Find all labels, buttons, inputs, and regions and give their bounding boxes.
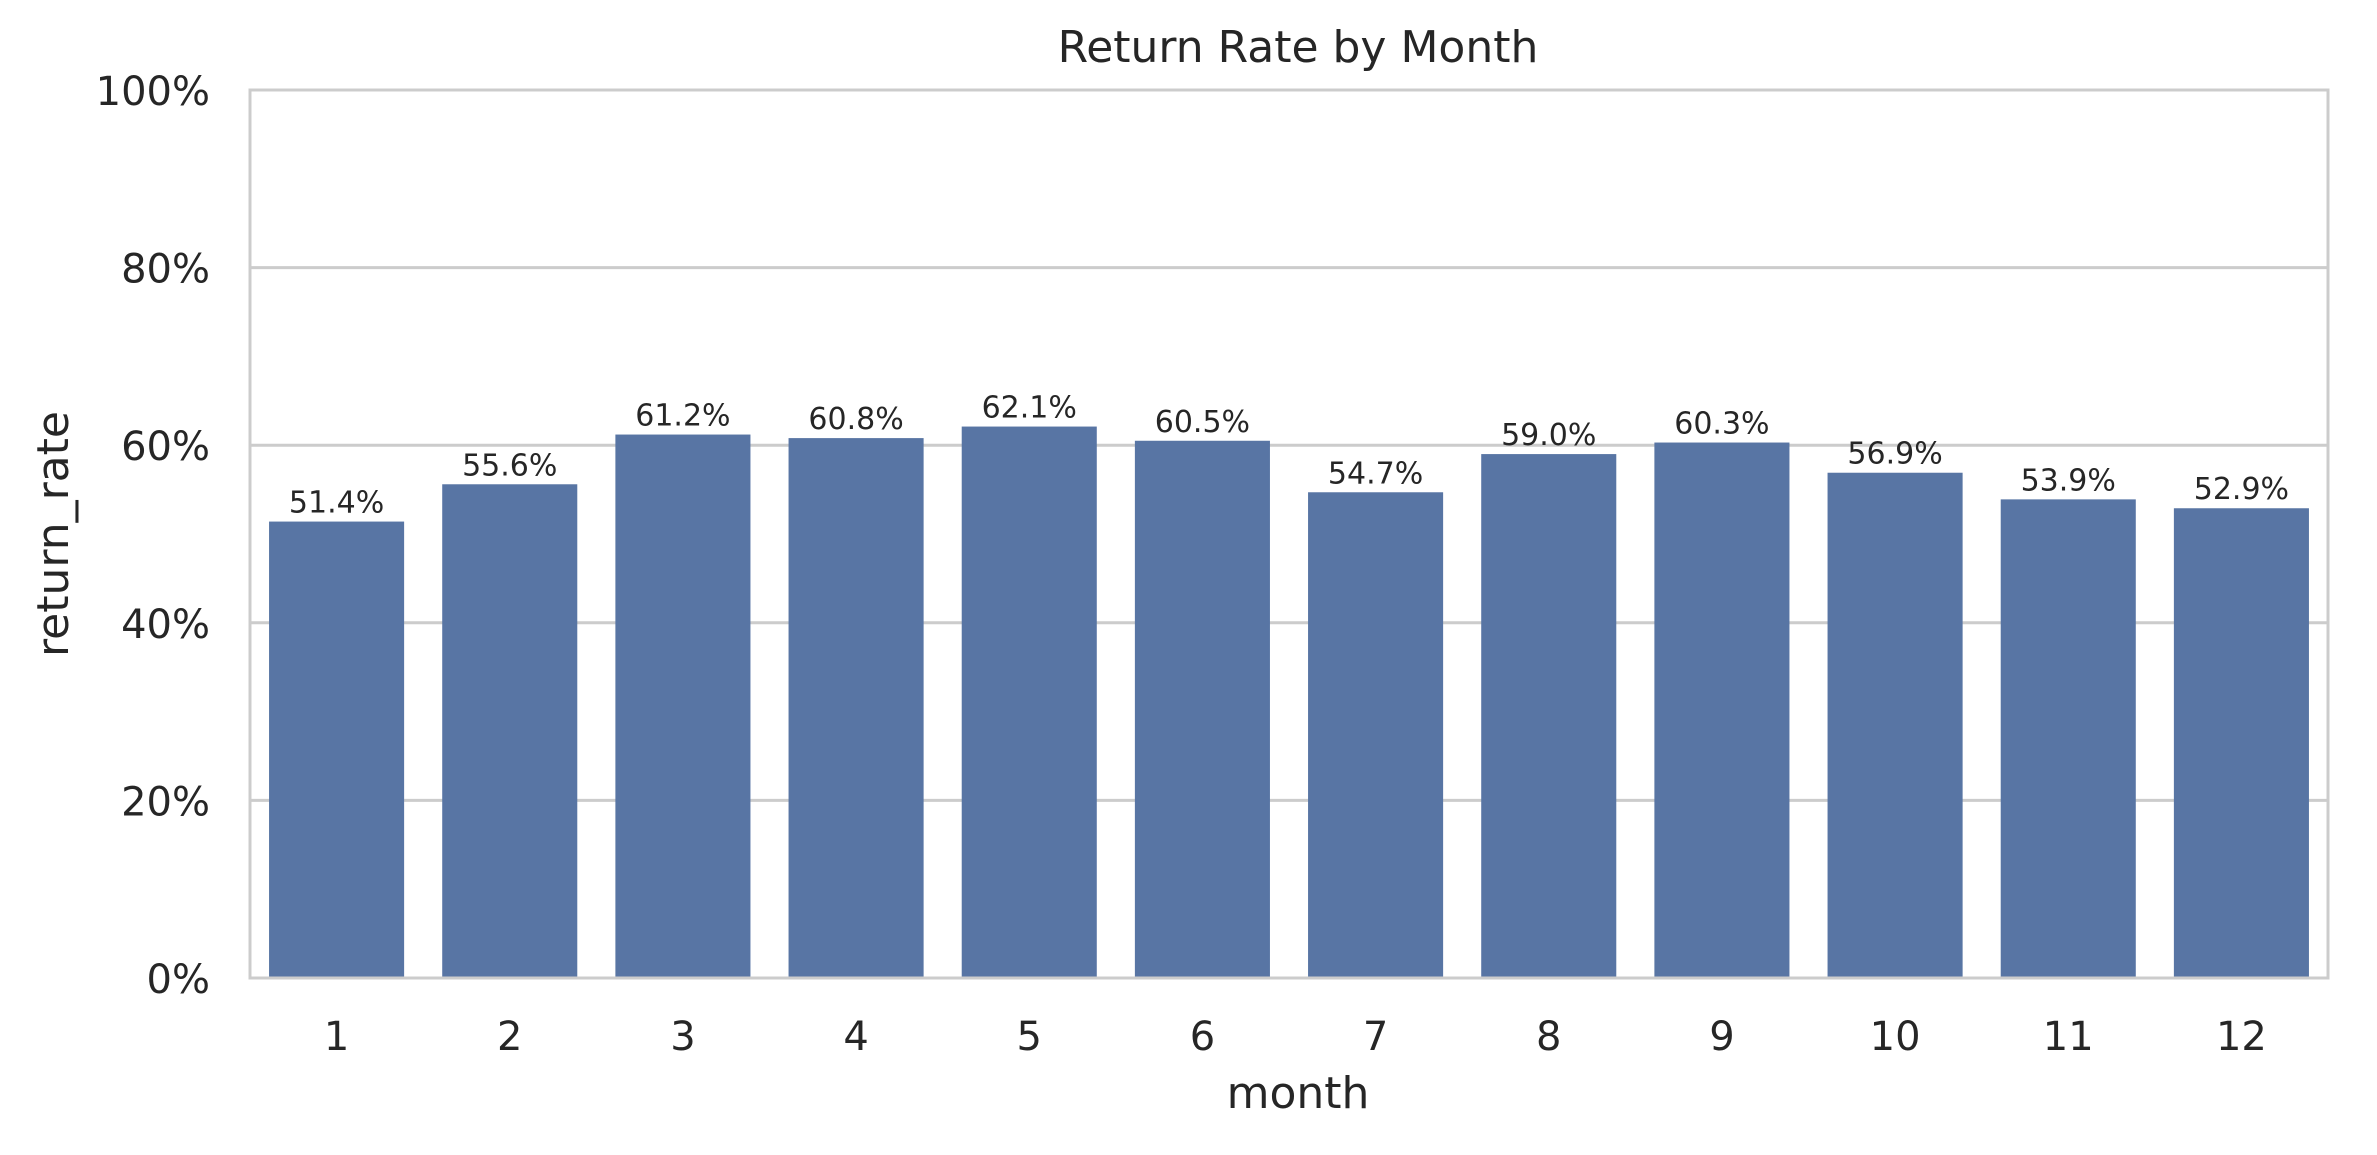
- bar: [442, 484, 578, 978]
- y-tick-label: 40%: [121, 602, 210, 648]
- bar-value-label: 60.8%: [808, 402, 903, 437]
- bar-value-label: 61.2%: [635, 399, 730, 434]
- bar: [1134, 440, 1270, 978]
- x-tick-label: 9: [1709, 1014, 1734, 1060]
- bar: [615, 434, 751, 978]
- x-axis-ticks: 1 2 3 4 5 6 7 8 9 10 11 12: [324, 1014, 2267, 1060]
- bar: [2173, 508, 2309, 978]
- bar: [961, 426, 1097, 978]
- bar: [1308, 492, 1444, 978]
- bar-value-label: 53.9%: [2021, 463, 2116, 498]
- chart-title: Return Rate by Month: [1058, 22, 1539, 73]
- x-tick-label: 10: [1870, 1014, 1921, 1060]
- y-axis-ticks: 0% 20% 40% 60% 80% 100%: [96, 69, 210, 1003]
- x-tick-label: 12: [2216, 1014, 2267, 1060]
- bar: [2000, 499, 2136, 978]
- bar: [269, 521, 405, 978]
- y-tick-label: 0%: [147, 957, 210, 1003]
- plot-frame: [248, 88, 2330, 980]
- bar: [1654, 442, 1790, 978]
- x-tick-label: 11: [2043, 1014, 2094, 1060]
- bar-value-labels: 51.4% 55.6% 61.2% 60.8% 62.1% 60.5% 54.7% 59.0%…: [289, 391, 2289, 521]
- x-tick-label: 6: [1190, 1014, 1215, 1060]
- bar-value-label: 60.3%: [1674, 407, 1769, 442]
- bar-value-label: 55.6%: [462, 448, 557, 483]
- bar-value-label: 54.7%: [1328, 456, 1423, 491]
- x-tick-label: 1: [324, 1014, 349, 1060]
- y-tick-label: 20%: [121, 779, 210, 825]
- y-tick-label: 100%: [96, 69, 210, 115]
- bar-value-label: 51.4%: [289, 486, 384, 521]
- bars: [269, 426, 2309, 979]
- x-axis-label: month: [1227, 1068, 1370, 1119]
- x-tick-label: 2: [497, 1014, 522, 1060]
- x-tick-label: 8: [1536, 1014, 1561, 1060]
- bar-value-label: 62.1%: [982, 391, 1077, 426]
- x-tick-label: 4: [843, 1014, 868, 1060]
- bar: [788, 438, 924, 978]
- bar-value-label: 59.0%: [1501, 418, 1596, 453]
- bar-value-label: 60.5%: [1155, 405, 1250, 440]
- x-tick-label: 7: [1363, 1014, 1388, 1060]
- y-tick-label: 60%: [121, 424, 210, 470]
- bar-value-label: 52.9%: [2194, 472, 2289, 507]
- bar: [1481, 454, 1617, 979]
- y-axis-label: return_rate: [28, 411, 79, 657]
- bar-value-label: 56.9%: [1847, 437, 1942, 472]
- x-tick-label: 3: [670, 1014, 695, 1060]
- x-tick-label: 5: [1017, 1014, 1042, 1060]
- bar: [1827, 472, 1963, 978]
- y-tick-label: 80%: [121, 247, 210, 293]
